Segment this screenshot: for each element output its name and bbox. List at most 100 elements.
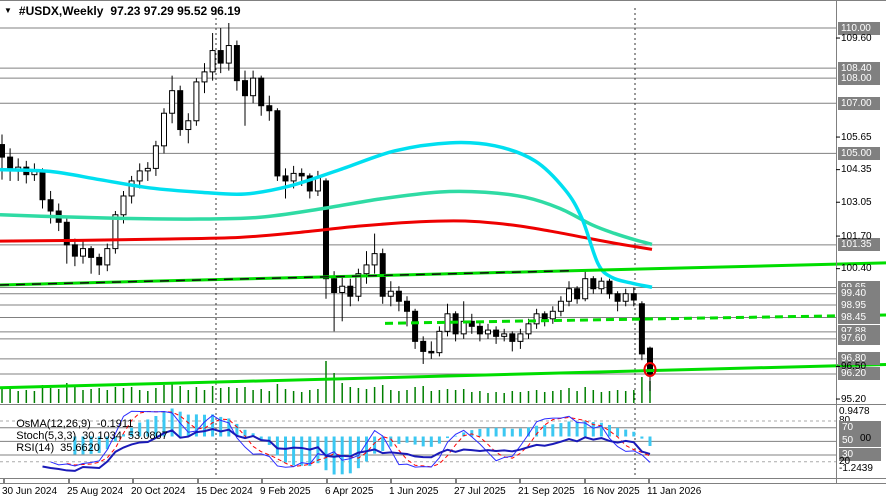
candle-body — [144, 167, 151, 172]
ohlc-quote: 97.23 97.29 95.52 96.19 — [110, 4, 241, 18]
candle-body — [428, 350, 435, 354]
candle-body — [468, 320, 475, 327]
candle-body — [88, 248, 95, 258]
candle-body — [371, 253, 378, 266]
candle-body — [347, 285, 354, 297]
indicator-scale-label: 30 — [839, 447, 881, 461]
candle-body — [177, 90, 184, 131]
candle-body — [161, 112, 167, 147]
symbol-timeframe-label: #USDX,Weekly — [18, 4, 104, 18]
candle-body — [71, 244, 78, 257]
candle-body — [355, 273, 362, 297]
candle-body — [201, 71, 208, 83]
price-level-label: 101.35 — [838, 238, 880, 252]
date-label: 16 Nov 2025 — [583, 486, 640, 497]
candle-body — [638, 303, 645, 355]
candle-body — [647, 347, 653, 375]
price-level-label: 99.40 — [838, 287, 880, 301]
candle-body — [225, 45, 232, 64]
price-level-label: 110.00 — [838, 21, 880, 35]
rsi-value: 35.6620 — [60, 442, 100, 454]
price-level-label: 96.80 — [838, 352, 880, 366]
candle-body — [509, 333, 516, 342]
indicator-scale-label: 20 — [839, 455, 851, 467]
date-label: 20 Oct 2024 — [131, 486, 186, 497]
candle-body — [242, 80, 248, 97]
candle-body — [233, 45, 240, 82]
candle-body — [590, 278, 597, 290]
candle-body — [493, 329, 500, 337]
indicator-scale-label: 0.9478 — [839, 405, 870, 417]
indicator-scale-label: -1.2439 — [839, 462, 873, 474]
candle-body — [549, 310, 556, 320]
date-label: 25 Aug 2024 — [67, 486, 124, 497]
price-level-label: 108.40 — [838, 61, 880, 75]
price-tick-label: 95.20 — [841, 393, 867, 405]
date-label: 21 Sep 2025 — [518, 486, 575, 497]
rsi-line — [42, 428, 651, 472]
candle-body — [525, 323, 532, 335]
candle-body — [541, 313, 548, 320]
candle-body — [128, 180, 135, 197]
stoch-main-line — [50, 410, 651, 468]
stoch-signal-value: 53.0807 — [127, 430, 168, 442]
date-label: 27 Jul 2025 — [454, 486, 506, 497]
price-level-label: 108.00 — [838, 71, 880, 85]
indicator-scale-label: 00 — [860, 432, 872, 444]
candle-body — [331, 278, 338, 293]
candle-body — [96, 256, 103, 266]
chevron-down-icon[interactable]: ▼ — [4, 6, 12, 15]
chart-header: ▼ #USDX,Weekly 97.23 97.29 95.52 96.19 — [4, 4, 241, 18]
candle-body — [266, 105, 273, 112]
candle-body — [566, 288, 572, 302]
candle-body — [412, 310, 419, 342]
price-tick-label: 100.40 — [841, 263, 872, 275]
candle-body — [112, 214, 119, 250]
candle-body — [395, 290, 402, 302]
date-label: 1 Jun 2025 — [389, 486, 439, 497]
price-tick-label: 101.70 — [841, 230, 872, 242]
price-level-label: 98.95 — [838, 298, 880, 312]
candle-body — [0, 144, 5, 158]
candle-body — [501, 333, 508, 337]
stoch-main-value: 30.1034 — [82, 430, 122, 442]
candle-body — [250, 77, 257, 97]
price-tick-label: 109.60 — [841, 32, 872, 44]
candle-body — [169, 90, 176, 114]
candle-body — [485, 329, 491, 335]
stoch-name: Stoch(5,3,3) — [16, 430, 77, 442]
price-tick-label: 96.50 — [841, 360, 867, 372]
candle-body — [622, 293, 629, 302]
candle-body — [517, 333, 524, 342]
candle-body — [339, 285, 346, 293]
date-label: 9 Feb 2025 — [260, 486, 311, 497]
candle-body — [598, 280, 605, 290]
ma-mid-green — [0, 189, 653, 247]
candle-body — [120, 195, 127, 216]
candle-body — [104, 248, 111, 266]
candle-body — [185, 120, 192, 131]
ma-fast-cyan — [0, 140, 653, 289]
candle-body — [47, 199, 54, 212]
price-tick-label: 103.05 — [841, 196, 872, 208]
trendline-mid-dashed — [384, 313, 886, 325]
candle-body — [436, 330, 443, 354]
candle-body — [217, 50, 224, 64]
price-level-label: 97.60 — [838, 332, 880, 346]
candle-body — [582, 278, 589, 300]
candle-body — [363, 264, 370, 275]
candle-body — [444, 313, 451, 332]
candle-body — [387, 290, 394, 297]
date-label: 6 Apr 2025 — [325, 486, 374, 497]
indicator-scale-label: 70 — [839, 420, 881, 434]
date-label: 15 Dec 2024 — [196, 486, 253, 497]
candle-body — [193, 81, 200, 122]
indicator-scale-label: 80 — [839, 414, 850, 427]
current-price-label: 96.20 — [838, 367, 880, 381]
candle-body — [404, 300, 410, 312]
candle-body — [606, 280, 613, 295]
indicator-readout: OsMA(12,26,9) -0.1911 Stoch(5,3,3) 30.1034… — [4, 406, 174, 466]
candle-body — [533, 313, 540, 325]
